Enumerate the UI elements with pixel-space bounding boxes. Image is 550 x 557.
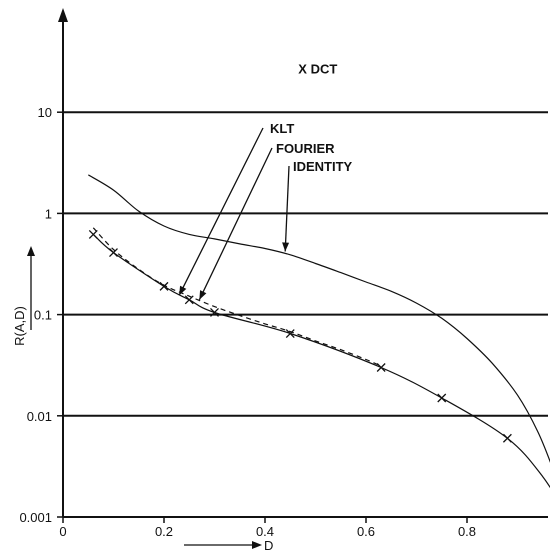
annotations: X DCT KLT FOURIER IDENTITY: [178, 62, 353, 301]
grid-lines: [63, 111, 548, 417]
series-klt-marker: [376, 363, 386, 372]
series: [87, 174, 550, 489]
series-klt-line: [92, 233, 550, 489]
series-klt-marker: [184, 295, 194, 305]
y-tick-label: 0.01: [27, 409, 52, 424]
y-axis-arrow: [58, 8, 68, 22]
series-klt-marker: [159, 281, 169, 291]
x-axis-label-arrowhead: [252, 541, 262, 549]
series-klt-marker: [210, 307, 219, 317]
series-klt-marker: [109, 248, 118, 258]
series-fourier-line: [92, 227, 382, 367]
series-klt-marker: [88, 229, 98, 239]
annotation-fourier-arrowhead: [199, 290, 207, 300]
annotation-fourier-pointer: [198, 147, 273, 301]
y-axis-title: R(A,D): [12, 246, 35, 346]
annotation-dct: X DCT: [298, 62, 337, 77]
annotation-klt-arrowhead: [179, 285, 187, 296]
axes: [58, 8, 548, 518]
annotation-identity: IDENTITY: [282, 159, 353, 252]
annotation-fourier-label: FOURIER: [276, 141, 335, 156]
x-tick-label: 0.8: [458, 524, 476, 539]
x-axis-label: D: [264, 538, 273, 553]
y-axis-label: R(A,D): [12, 306, 27, 346]
y-axis-label-arrowhead: [27, 246, 35, 256]
series-klt-marker: [502, 433, 512, 443]
x-tick-label: 0: [59, 524, 66, 539]
annotation-identity-arrowhead: [282, 242, 290, 252]
annotation-fourier: FOURIER: [198, 141, 335, 301]
series-identity-line: [87, 174, 550, 463]
y-tick-label: 1: [45, 206, 52, 221]
x-tick-label: 0.2: [155, 524, 173, 539]
y-tick-label: 10: [38, 105, 52, 120]
annotation-klt: KLT: [178, 121, 294, 296]
x-tick-label: 0.4: [256, 524, 274, 539]
annotation-klt-pointer: [178, 127, 264, 296]
annotation-identity-label: IDENTITY: [293, 159, 353, 174]
y-tick-label: 0.001: [19, 510, 52, 525]
x-tick-label: 0.6: [357, 524, 375, 539]
annotation-identity-pointer: [284, 165, 290, 252]
x-axis-title: D: [184, 538, 273, 553]
y-tick-label: 0.1: [34, 308, 52, 323]
series-klt-marker: [437, 393, 447, 403]
series-klt-marker: [285, 329, 295, 338]
annotation-klt-label: KLT: [270, 121, 294, 136]
